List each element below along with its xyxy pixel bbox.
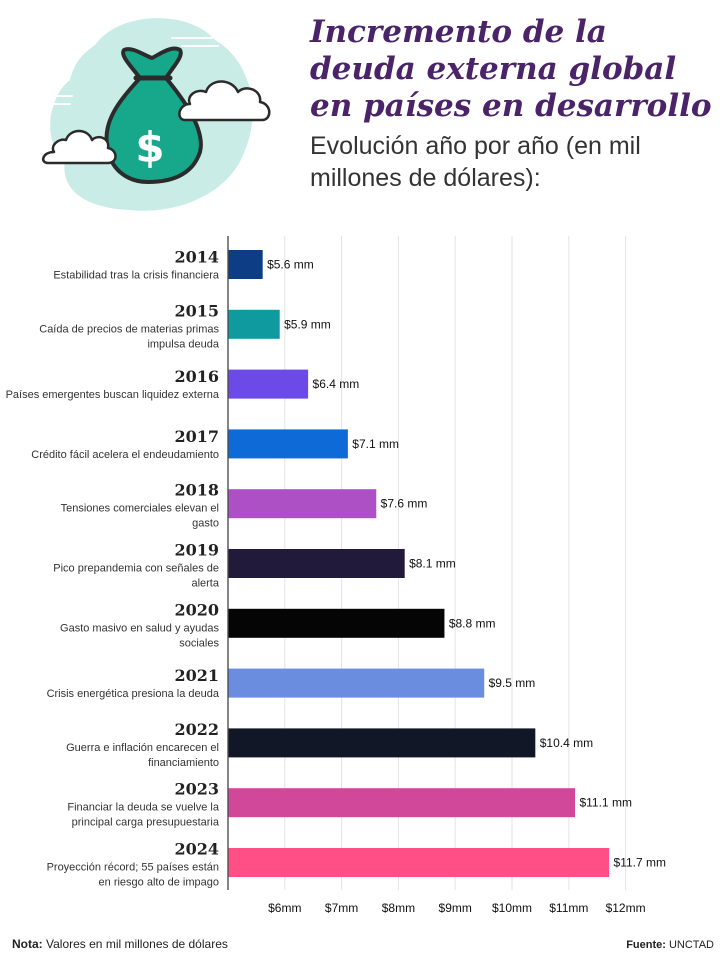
bar-description-2022: Guerra e inflación encarecen el (66, 742, 219, 754)
year-label-2022: 2022 (174, 720, 219, 739)
bar-description-2024: Proyección récord; 55 países están (47, 862, 219, 874)
data-label-2019: $8.1 mm (409, 557, 456, 571)
data-label-2015: $5.9 mm (284, 317, 331, 331)
bar-2018 (228, 489, 377, 519)
bar-2019 (228, 549, 405, 578)
x-tick-label: $9mm (439, 901, 472, 915)
x-tick-label: $6mm (268, 901, 301, 915)
year-label-2016: 2016 (174, 367, 219, 386)
bar-description-2018: gasto (192, 518, 219, 530)
money-bag-illustration: $ (35, 18, 271, 211)
x-axis-ticks: $6mm $7mm $8mm $9mm $10mm $11mm $12mm (268, 901, 645, 915)
x-tick-label: $7mm (325, 901, 358, 915)
bar-2016 (228, 369, 309, 399)
data-label-2020: $8.8 mm (449, 616, 496, 630)
data-label-2014: $5.6 mm (267, 258, 314, 272)
year-label-2015: 2015 (174, 301, 219, 320)
year-label-2017: 2017 (174, 427, 219, 446)
bar-description-2014: Estabilidad tras la crisis financiera (53, 270, 220, 282)
bar-description-2015: Caída de precios de materias primas (39, 323, 219, 335)
bar-description-2023: Financiar la deuda se vuelve la (67, 802, 220, 814)
data-label-2017: $7.1 mm (352, 437, 399, 451)
cloud-icon (178, 80, 271, 122)
bar-description-2022: financiamiento (148, 757, 219, 769)
bar-2024 (228, 848, 610, 877)
bar-description-2020: Gasto masivo en salud y ayudas (60, 622, 219, 634)
year-label-2018: 2018 (174, 481, 219, 500)
note-label: Nota: (12, 937, 43, 951)
source-credit: Fuente: UNCTAD (626, 939, 714, 951)
bar-2015 (228, 309, 280, 339)
page-subtitle: Evolución año por año (en mil millones d… (310, 132, 641, 192)
bar-description-2020: sociales (179, 637, 219, 649)
bars: $5.6 mm 2014 Estabilidad tras la crisis fi… (6, 248, 666, 889)
bar-chart: $5.6 mm 2014 Estabilidad tras la crisis fi… (6, 236, 666, 915)
bar-description-2017: Crédito fácil acelera el endeudamiento (31, 449, 219, 461)
bar-description-2019: alerta (191, 578, 219, 590)
bar-2023 (228, 788, 576, 818)
source-label: Fuente: (626, 939, 666, 951)
bar-description-2018: Tensiones comerciales elevan el (61, 503, 219, 515)
year-label-2020: 2020 (174, 600, 219, 619)
footnote: Nota: Valores en mil millones de dólares (12, 937, 228, 951)
note-text: Valores en mil millones de dólares (42, 937, 228, 951)
bar-description-2015: impulsa deuda (147, 338, 219, 350)
bar-description-2016: Países emergentes buscan liquidez extern… (6, 389, 220, 401)
data-label-2024: $11.7 mm (614, 856, 666, 870)
year-label-2019: 2019 (174, 541, 219, 560)
bar-description-2019: Pico prepandemia con señales de (53, 563, 219, 575)
x-tick-label: $10mm (492, 901, 532, 915)
bar-2020 (228, 608, 445, 638)
source-text: UNCTAD (665, 939, 714, 951)
x-tick-label: $11mm (549, 901, 588, 915)
year-label-2024: 2024 (174, 840, 219, 859)
bar-2017 (228, 429, 348, 459)
page-title: Incremento de la deuda externa global en… (310, 14, 712, 124)
year-label-2023: 2023 (174, 780, 219, 799)
data-label-2016: $6.4 mm (313, 377, 360, 391)
bar-2022 (228, 728, 536, 758)
year-label-2014: 2014 (174, 248, 219, 267)
data-label-2018: $7.6 mm (381, 497, 428, 511)
money-bag-icon: $ (104, 46, 203, 184)
data-label-2023: $11.1 mm (579, 796, 631, 810)
x-tick-label: $12mm (606, 901, 646, 915)
bar-description-2023: principal carga presupuestaria (72, 817, 220, 829)
bar-description-2021: Crisis energética presiona la deuda (47, 688, 220, 700)
cloud-icon (41, 129, 117, 165)
data-label-2021: $9.5 mm (489, 676, 536, 690)
bar-2014 (228, 250, 263, 279)
bar-2021 (228, 668, 485, 698)
wind-lines (35, 37, 219, 105)
x-tick-label: $8mm (382, 901, 415, 915)
year-label-2021: 2021 (174, 666, 219, 685)
data-label-2022: $10.4 mm (540, 736, 593, 750)
dollar-sign: $ (135, 123, 164, 172)
bar-description-2024: en riesgo alto de impago (99, 877, 219, 889)
